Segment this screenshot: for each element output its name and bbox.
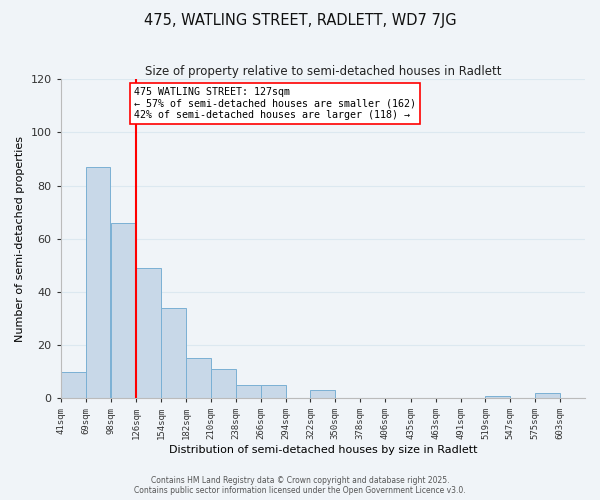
Bar (236, 385, 260, 398)
Text: 475 WATLING STREET: 127sqm
← 57% of semi-detached houses are smaller (162)
42% o: 475 WATLING STREET: 127sqm ← 57% of semi… (134, 87, 416, 120)
Bar (211, 369, 236, 398)
Bar (86, 167, 110, 398)
Text: Contains HM Land Registry data © Crown copyright and database right 2025.
Contai: Contains HM Land Registry data © Crown c… (134, 476, 466, 495)
Bar (310, 390, 335, 398)
Y-axis label: Number of semi-detached properties: Number of semi-detached properties (15, 136, 25, 342)
Bar (260, 385, 286, 398)
Bar (535, 393, 560, 398)
Title: Size of property relative to semi-detached houses in Radlett: Size of property relative to semi-detach… (145, 65, 501, 78)
Bar (485, 396, 511, 398)
Bar (136, 268, 161, 398)
Bar (61, 372, 86, 398)
Text: 475, WATLING STREET, RADLETT, WD7 7JG: 475, WATLING STREET, RADLETT, WD7 7JG (143, 12, 457, 28)
Bar (112, 222, 136, 398)
Bar (161, 308, 186, 398)
Bar (186, 358, 211, 398)
X-axis label: Distribution of semi-detached houses by size in Radlett: Distribution of semi-detached houses by … (169, 445, 477, 455)
